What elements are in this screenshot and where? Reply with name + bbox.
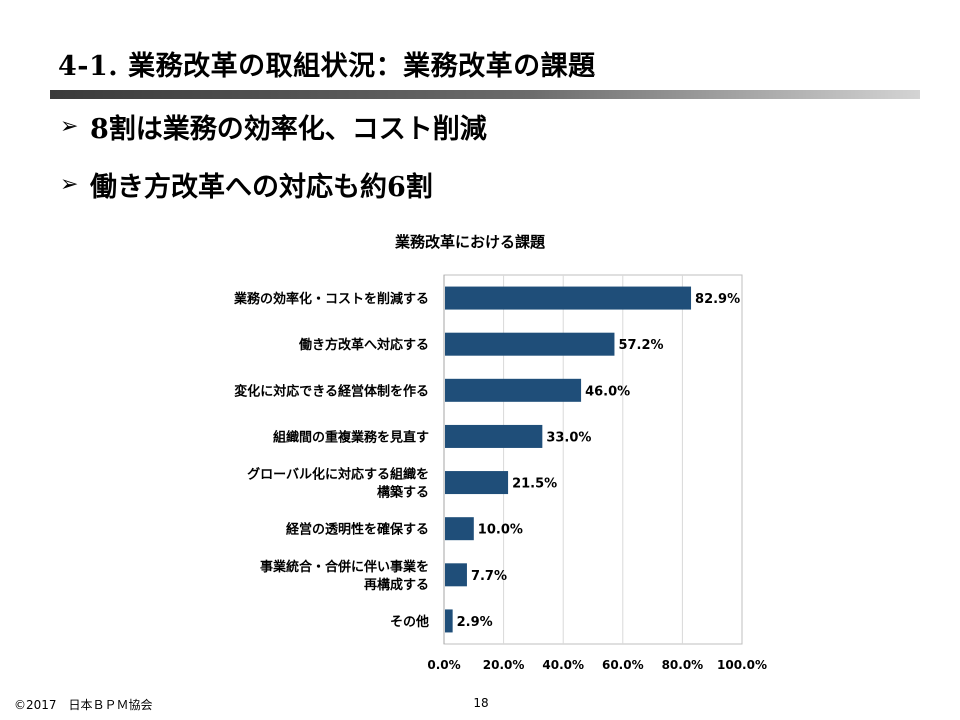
data-label: 82.9% <box>695 292 740 307</box>
bar <box>445 332 615 356</box>
category-label: 働き方改革へ対応する <box>298 337 429 353</box>
data-label: 33.0% <box>546 430 591 445</box>
bar <box>445 378 582 402</box>
data-label: 21.5% <box>512 477 557 492</box>
category-label: 組織間の重複業務を見直す <box>273 429 429 445</box>
x-tick-label: 20.0% <box>483 658 525 672</box>
bar <box>445 563 467 587</box>
x-tick-label: 60.0% <box>602 658 644 672</box>
category-label: 変化に対応できる経営体制を作る <box>234 383 429 399</box>
data-label: 46.0% <box>585 384 630 399</box>
bar <box>445 424 543 448</box>
category-label: その他 <box>390 614 429 630</box>
data-label: 57.2% <box>618 338 663 353</box>
bar <box>445 609 453 633</box>
category-label: 経営の透明性を確保する <box>286 522 429 538</box>
data-label: 7.7% <box>471 569 507 584</box>
bullet-arrow-icon: ➢ <box>60 171 79 197</box>
bullet-list: ➢ 8割は業務の効率化、コスト削減 ➢ 働き方改革への対応も約6割 <box>60 106 487 222</box>
category-label: グローバル化に対応する組織を <box>247 467 429 483</box>
slide-title: 4-1. 業務改革の取組状況：業務改革の課題 <box>58 51 596 82</box>
footer-copyright: ©2017 日本ＢＰＭ協会 <box>14 698 153 712</box>
bar <box>445 286 692 310</box>
bar <box>445 517 474 541</box>
category-label: 再構成する <box>364 577 429 593</box>
bullet-text: 働き方改革への対応も約6割 <box>90 171 433 203</box>
title-rule <box>50 90 920 99</box>
page-number: 18 <box>473 696 489 710</box>
bullet-arrow-icon: ➢ <box>60 113 79 139</box>
bullet-item: ➢ 8割は業務の効率化、コスト削減 <box>60 106 487 146</box>
category-label: 業務の効率化・コストを削減する <box>233 291 429 307</box>
x-tick-label: 100.0% <box>717 658 767 672</box>
chart-title: 業務改革における課題 <box>394 233 545 251</box>
bullet-item: ➢ 働き方改革への対応も約6割 <box>60 164 487 204</box>
bullet-text: 8割は業務の効率化、コスト削減 <box>90 113 487 145</box>
data-label: 2.9% <box>457 615 493 630</box>
x-tick-label: 40.0% <box>542 658 584 672</box>
category-label: 事業統合・合併に伴い事業を <box>260 559 429 575</box>
x-tick-label: 80.0% <box>662 658 704 672</box>
x-tick-label: 0.0% <box>427 658 460 672</box>
bar <box>445 471 509 495</box>
category-label: 構築する <box>377 485 429 501</box>
data-label: 10.0% <box>478 523 523 538</box>
plot-area-border <box>443 274 743 645</box>
